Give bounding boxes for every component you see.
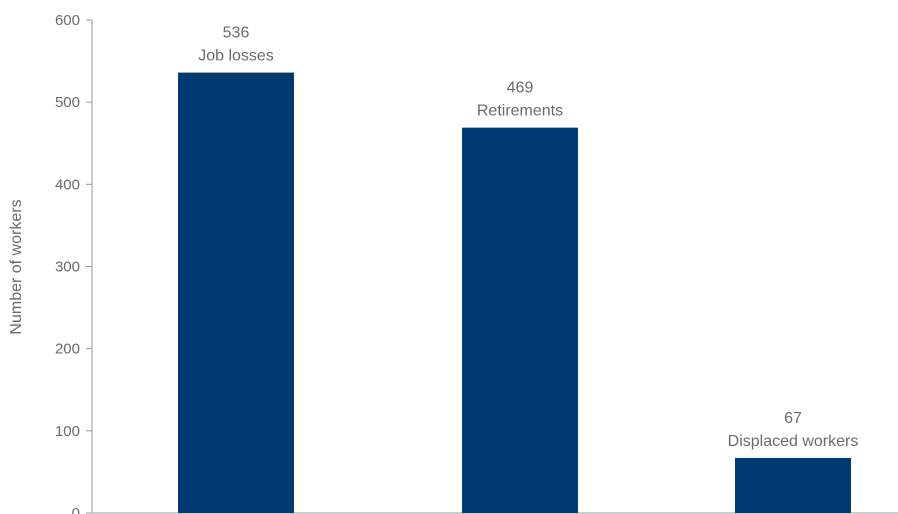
bar-displaced-workers — [735, 457, 851, 513]
y-tick-label: 300 — [55, 259, 80, 276]
y-tick-label: 100 — [55, 423, 80, 440]
y-tick-label: 200 — [55, 341, 80, 358]
bar-retirements — [462, 127, 578, 513]
y-tick-label: 0 — [72, 505, 80, 514]
data-label-category: Displaced workers — [728, 433, 859, 450]
y-axis-ticks: 0 100 200 300 400 500 600 — [55, 12, 92, 514]
data-labels: 536 Job losses 469 Retirements 67 Displaced w… — [198, 25, 858, 450]
data-label-value: 67 — [784, 410, 802, 427]
data-label-category: Job losses — [198, 48, 274, 65]
y-tick-label: 400 — [55, 176, 80, 193]
bars — [178, 72, 851, 513]
data-label-value: 536 — [223, 25, 250, 42]
bar-job-losses — [178, 72, 294, 513]
data-label-value: 469 — [507, 80, 534, 97]
y-tick-label: 600 — [55, 12, 80, 29]
y-axis-title: Number of workers — [8, 199, 25, 334]
data-label-category: Retirements — [477, 103, 563, 120]
y-tick-label: 500 — [55, 94, 80, 111]
